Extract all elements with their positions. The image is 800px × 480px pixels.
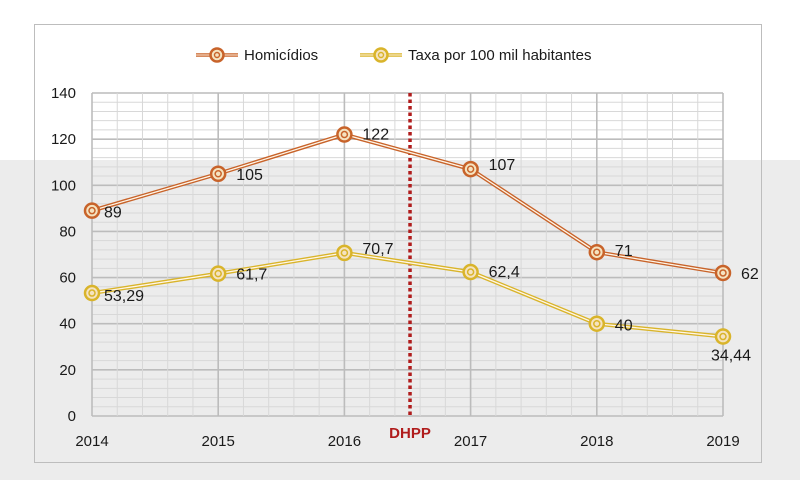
- data-label: 62: [741, 266, 759, 283]
- marker-ring: [209, 165, 227, 182]
- legend: Homicídios Taxa por 100 mil habitantes: [196, 47, 591, 64]
- marker-ring: [462, 160, 479, 178]
- data-point: [588, 243, 606, 261]
- y-tick-label: 60: [59, 270, 76, 287]
- marker-center: [719, 332, 727, 341]
- data-point: [714, 264, 732, 282]
- marker-center: [340, 130, 349, 139]
- data-point: [714, 328, 732, 345]
- gridlines: [91, 92, 724, 417]
- y-tick-label: 0: [68, 408, 76, 425]
- data-point: [462, 160, 479, 178]
- x-tick-label: 2019: [706, 433, 739, 450]
- data-point: [336, 244, 353, 262]
- marker-ring: [714, 328, 732, 345]
- annotation-layer: DHPP: [389, 93, 431, 442]
- marker-ring: [462, 263, 479, 281]
- data-label: 40: [615, 318, 633, 335]
- data-point: [83, 202, 101, 219]
- marker-center: [719, 269, 727, 277]
- marker-ring: [336, 126, 353, 143]
- data-label: 122: [362, 127, 389, 144]
- marker-center: [466, 165, 475, 173]
- marker-center: [466, 268, 475, 276]
- marker-center: [340, 249, 349, 257]
- data-label: 89: [104, 205, 122, 222]
- y-axis-ticks: 0 20 40 60 80 100 120 140: [51, 85, 76, 425]
- y-tick-label: 120: [51, 131, 76, 148]
- dhpp-label: DHPP: [389, 425, 431, 442]
- x-tick-label: 2018: [580, 433, 613, 450]
- data-label: 53,29: [104, 288, 144, 305]
- series-line-inner: [91, 252, 724, 338]
- legend-marker: [209, 47, 225, 63]
- legend-marker: [373, 47, 389, 63]
- marker-center: [593, 248, 601, 256]
- x-tick-label: 2014: [75, 433, 108, 450]
- chart-frame: [34, 24, 762, 463]
- data-point: [336, 126, 353, 143]
- marker-ring: [714, 264, 732, 282]
- x-tick-label: 2017: [454, 433, 487, 450]
- marker-center: [88, 289, 96, 297]
- legend-label: Homicídios: [244, 47, 318, 64]
- x-tick-label: 2015: [202, 433, 235, 450]
- x-axis-ticks: 2014 2015 2016 2017 2018 2019: [75, 433, 739, 450]
- y-tick-label: 140: [51, 85, 76, 102]
- series-line-inner: [91, 133, 724, 274]
- y-tick-label: 40: [59, 316, 76, 333]
- data-label: 61,7: [236, 267, 267, 284]
- data-point: [462, 263, 479, 281]
- y-tick-label: 100: [51, 177, 76, 194]
- marker-ring: [336, 244, 353, 262]
- series-taxa: 53,29 61,7 70,7 62,4 40 34,44: [83, 241, 751, 365]
- data-label: 70,7: [362, 241, 393, 258]
- marker-center: [88, 206, 96, 215]
- y-tick-label: 20: [59, 362, 76, 379]
- data-point: [588, 315, 606, 332]
- marker-center: [214, 170, 222, 178]
- legend-marker-center: [377, 51, 385, 59]
- marker-ring: [209, 265, 227, 282]
- data-label: 71: [615, 243, 633, 260]
- marker-ring: [588, 315, 606, 332]
- data-point: [209, 165, 227, 182]
- marker-ring: [588, 243, 606, 261]
- series-homicidios: 89 105 122 107 71 62: [83, 126, 759, 283]
- data-point: [209, 265, 227, 282]
- data-label: 107: [489, 157, 516, 174]
- marker-center: [593, 319, 601, 328]
- marker-center: [214, 269, 222, 278]
- x-tick-label: 2016: [328, 433, 361, 450]
- series-layer: 89 105 122 107 71 62 53,29 61,7 70,7 62,4 40 34,44: [83, 126, 759, 365]
- data-label: 34,44: [711, 348, 751, 365]
- marker-ring: [83, 202, 101, 219]
- data-label: 105: [236, 167, 263, 184]
- legend-label: Taxa por 100 mil habitantes: [408, 47, 591, 64]
- legend-item-homicidios: Homicídios: [196, 47, 318, 64]
- marker-ring: [83, 284, 101, 302]
- data-label: 62,4: [489, 264, 520, 281]
- legend-item-taxa: Taxa por 100 mil habitantes: [360, 47, 591, 64]
- data-point: [83, 284, 101, 302]
- legend-marker-center: [213, 51, 221, 59]
- y-tick-label: 80: [59, 223, 76, 240]
